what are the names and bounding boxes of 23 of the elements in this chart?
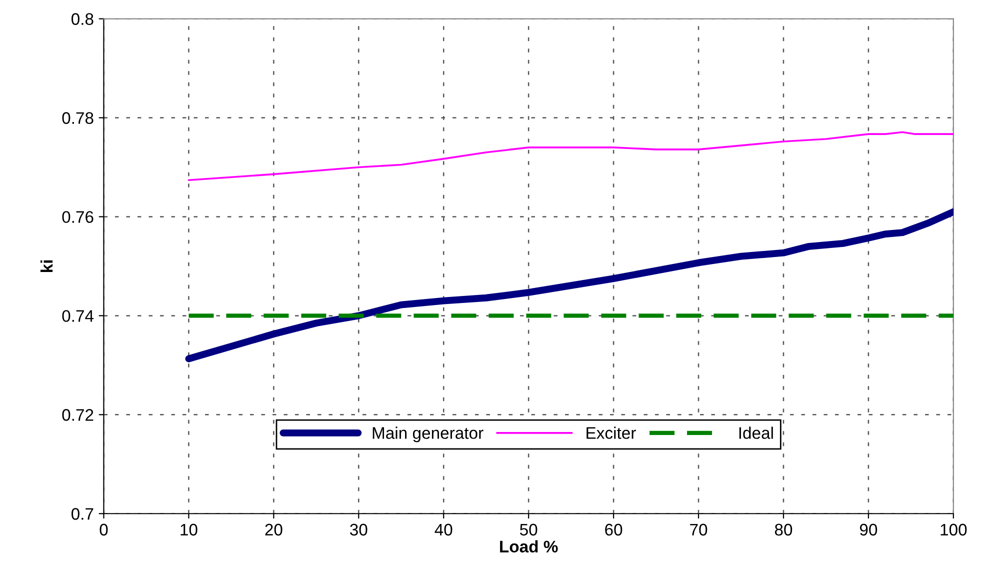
y-axis-title: ki [40,260,53,272]
y-tick-label: 0.72 [62,409,94,421]
x-tick-label: 60 [605,524,622,536]
x-axis-title: Load % [500,540,558,553]
x-tick-label: 10 [180,524,198,536]
y-tick-label: 0.78 [62,112,94,124]
x-tick-label: 90 [860,524,878,536]
legend-label: Ideal [739,426,773,439]
x-tick-label: 20 [265,524,282,536]
legend-label: Main generator [372,426,484,442]
x-tick-label: 80 [774,524,792,536]
x-tick-label: 0 [100,524,108,536]
x-tick-label: 100 [940,524,967,536]
x-tick-label: 30 [350,524,368,536]
legend-label: Exciter [586,426,636,439]
y-tick-label: 0.74 [62,310,94,322]
x-tick-label: 70 [690,524,708,536]
y-tick-label: 0.7 [72,508,94,520]
x-tick-label: 40 [434,524,452,536]
y-tick-label: 0.76 [62,211,94,223]
x-tick-label: 50 [520,524,538,536]
y-tick-label: 0.8 [72,13,94,25]
line-series [188,131,954,182]
